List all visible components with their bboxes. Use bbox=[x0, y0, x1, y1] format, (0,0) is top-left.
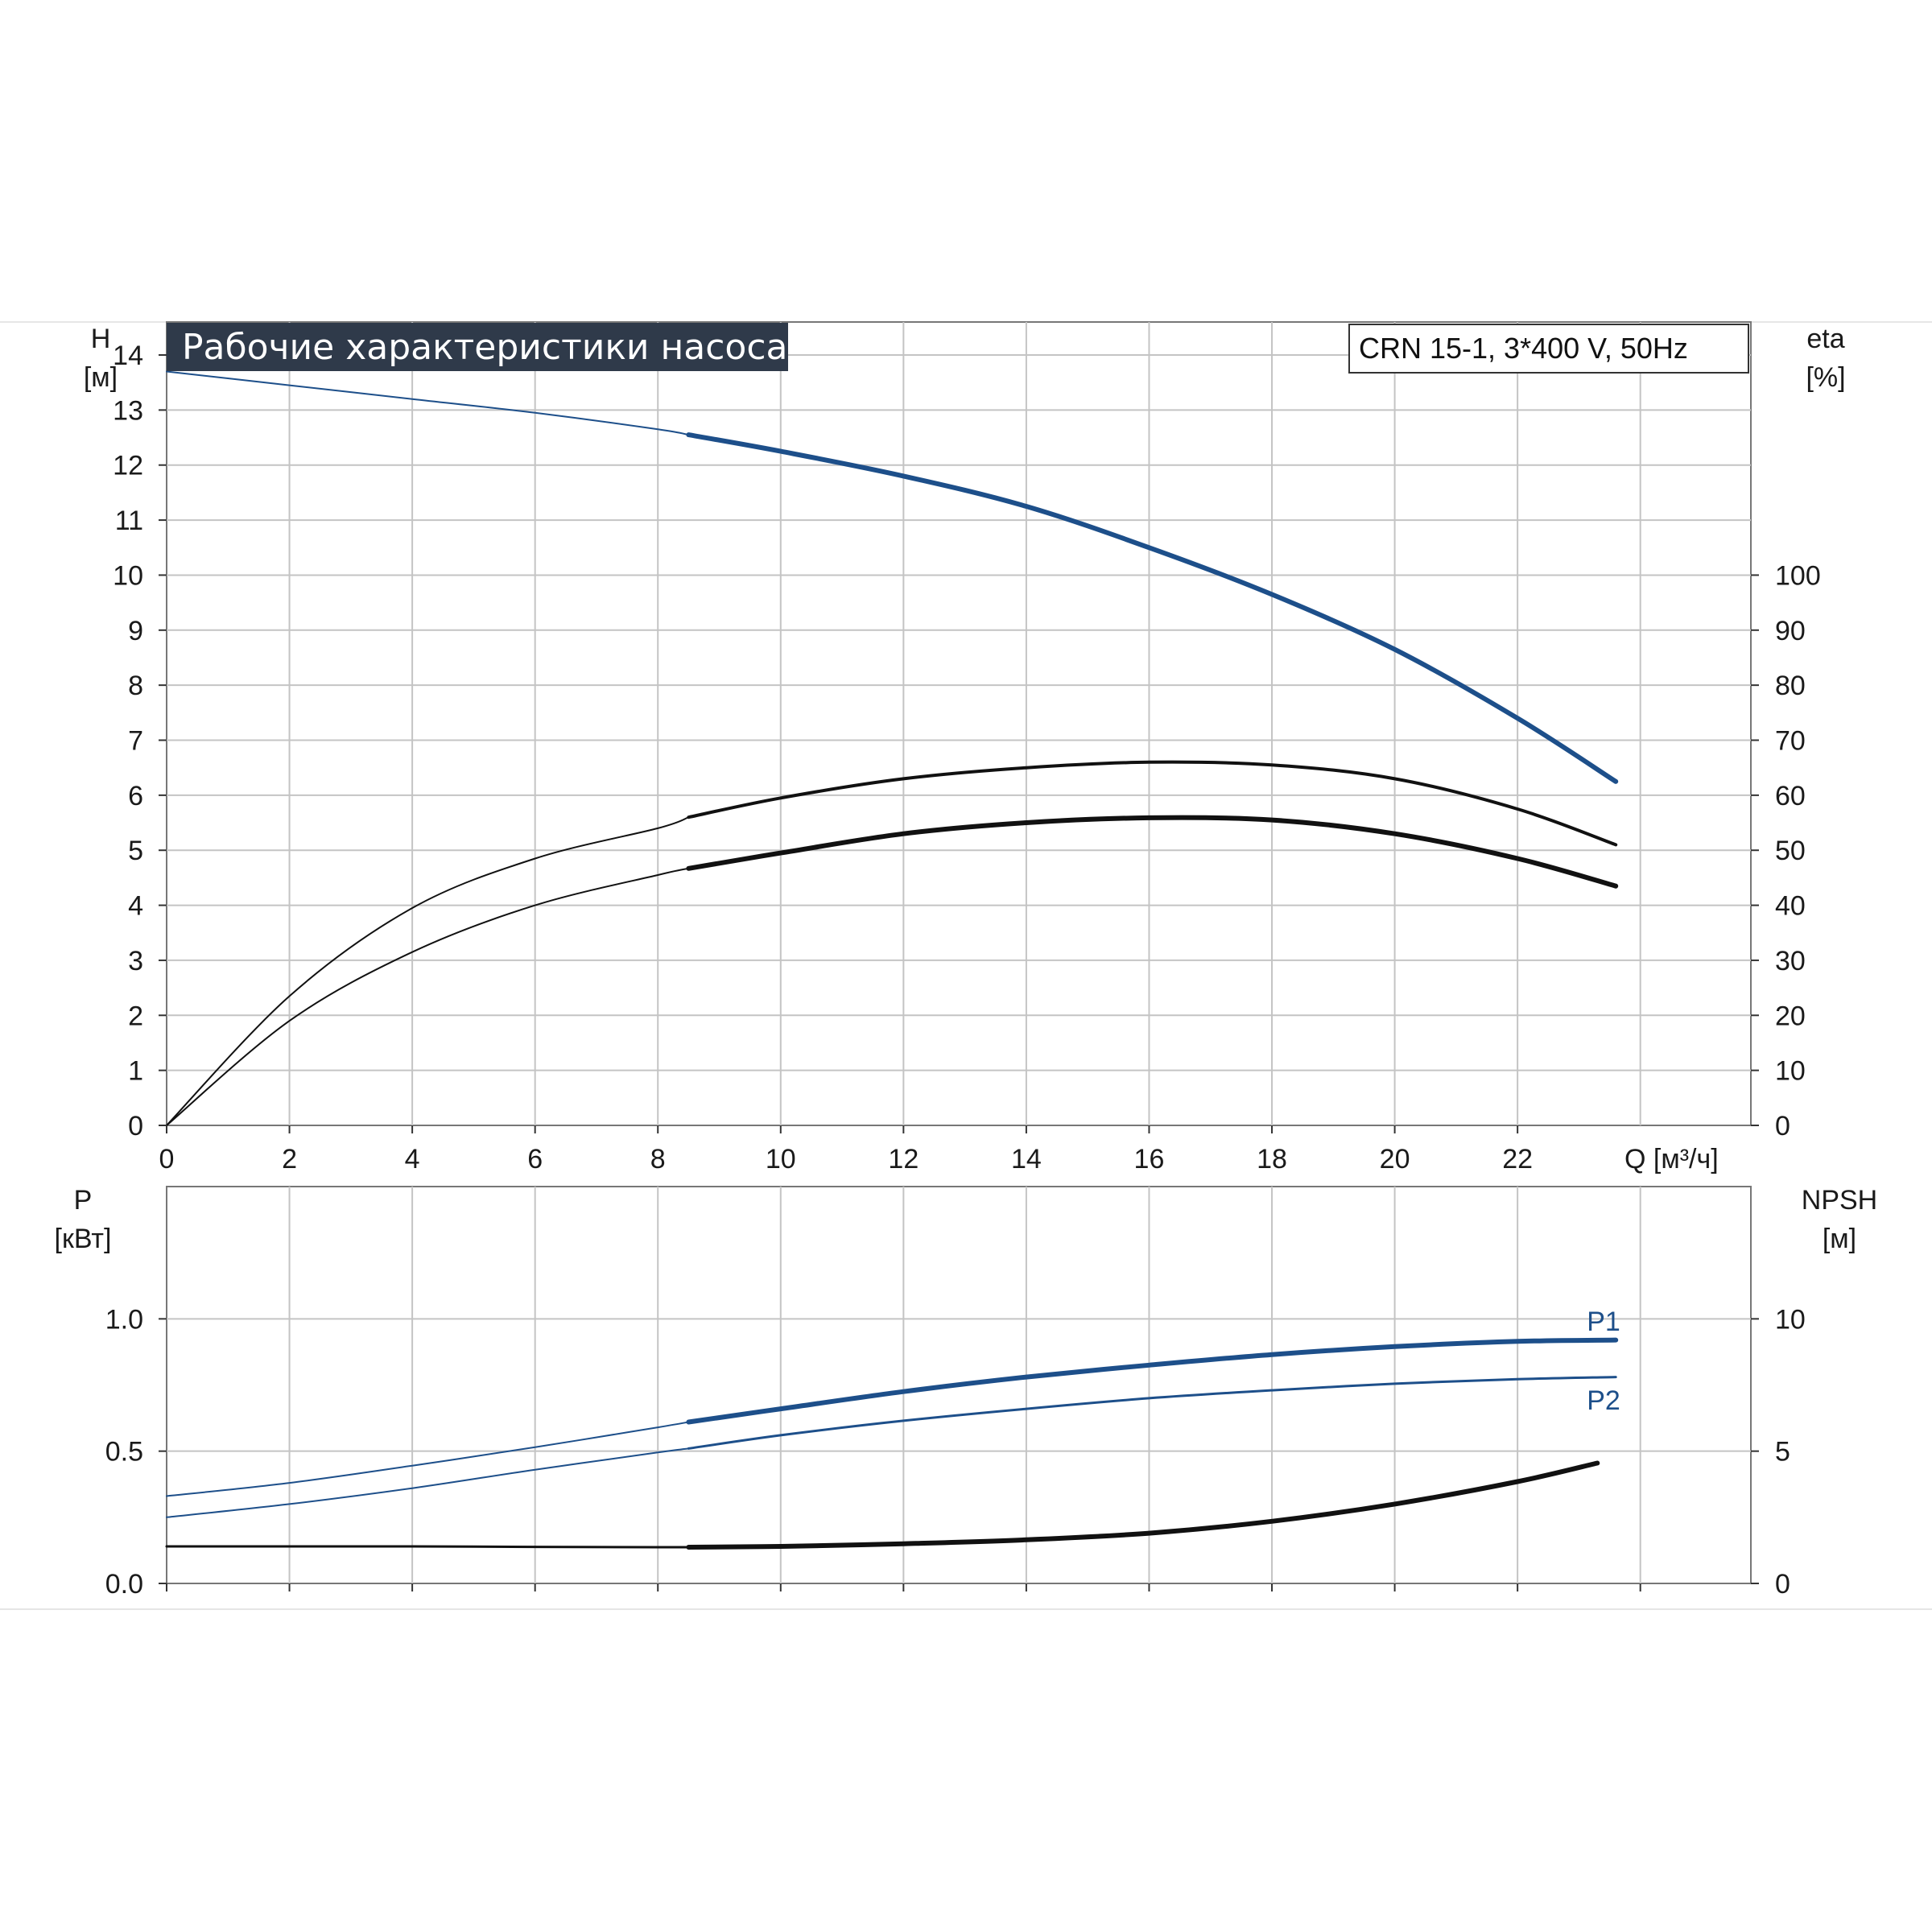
eta-axis-ticks: 0 10 20 30 40 50 60 70 80 90 100 bbox=[1751, 560, 1821, 1141]
top-curves bbox=[166, 370, 1619, 1126]
head-tick-label: 8 bbox=[128, 671, 143, 701]
flow-tick-label: 18 bbox=[1257, 1144, 1287, 1174]
head-tick-label: 1 bbox=[128, 1056, 143, 1087]
top-grid bbox=[167, 322, 1751, 1125]
head-tick-label: 5 bbox=[128, 836, 143, 866]
eta-axis-unit: [%] bbox=[1806, 362, 1845, 393]
flow-tick-label: 2 bbox=[282, 1144, 297, 1174]
p2-curve-label: P2 bbox=[1587, 1385, 1620, 1416]
p1-curve-low-flow bbox=[166, 1421, 690, 1497]
flow-tick-label: 12 bbox=[888, 1144, 919, 1174]
eta-tick-label: 30 bbox=[1775, 946, 1806, 976]
eta-tick-label: 50 bbox=[1775, 836, 1806, 866]
npsh-axis-symbol: NPSH bbox=[1802, 1185, 1877, 1216]
flow-axis-label: Q [м³/ч] bbox=[1624, 1144, 1719, 1174]
p1-curve-label: P1 bbox=[1587, 1307, 1620, 1337]
eta-total-curve bbox=[686, 815, 1619, 889]
eta-tick-label: 100 bbox=[1775, 560, 1821, 591]
npsh-tick-label: 10 bbox=[1775, 1304, 1806, 1335]
flow-tick-label: 8 bbox=[650, 1144, 666, 1174]
flow-tick-label: 20 bbox=[1380, 1144, 1410, 1174]
npsh-axis-unit: [м] bbox=[1823, 1224, 1856, 1254]
head-axis-unit: [м] bbox=[84, 362, 118, 393]
eta-tick-label: 10 bbox=[1775, 1056, 1806, 1087]
power-axis-symbol: P bbox=[74, 1185, 93, 1216]
model-box bbox=[1348, 324, 1749, 374]
p2-curve-low-flow bbox=[166, 1447, 690, 1518]
p1-curve bbox=[686, 1337, 1619, 1425]
head-tick-label: 7 bbox=[128, 726, 143, 757]
head-tick-label: 2 bbox=[128, 1001, 143, 1031]
eta-tick-label: 80 bbox=[1775, 671, 1806, 701]
head-curve-low-flow bbox=[166, 370, 690, 436]
eta-tick-label: 90 bbox=[1775, 616, 1806, 646]
flow-axis-ticks: 0 2 4 6 8 10 12 14 16 18 20 22 bbox=[159, 1125, 1533, 1174]
eta-tick-label: 20 bbox=[1775, 1001, 1806, 1031]
head-tick-label: 10 bbox=[113, 560, 143, 591]
power-axis-unit: [кВт] bbox=[55, 1224, 112, 1254]
eta-total-curve-low-flow bbox=[166, 867, 690, 1126]
eta-pump-curve bbox=[687, 760, 1618, 847]
chart-title: Рабочие характеристики насоса bbox=[182, 327, 787, 368]
head-tick-label: 9 bbox=[128, 616, 143, 646]
bottom-plot-frame bbox=[166, 1186, 1752, 1584]
head-tick-label: 4 bbox=[128, 891, 143, 922]
power-axis-ticks: 0.0 0.5 1.0 bbox=[105, 1304, 167, 1600]
flow-tick-label: 6 bbox=[527, 1144, 543, 1174]
head-tick-label: 3 bbox=[128, 946, 143, 976]
npsh-tick-label: 0 bbox=[1775, 1569, 1790, 1600]
bottom-separator bbox=[0, 1608, 1932, 1610]
power-npsh-chart: 0.0 0.5 1.0 0 5 10 P [кВт] NPSH [м] P1 P2 bbox=[55, 1185, 1878, 1600]
bottom-curves bbox=[165, 1337, 1619, 1550]
flow-tick-label: 14 bbox=[1011, 1144, 1042, 1174]
head-curve bbox=[686, 432, 1619, 784]
head-axis-symbol: H bbox=[91, 324, 111, 354]
flow-tick-label: 22 bbox=[1502, 1144, 1533, 1174]
flow-tick-label: 4 bbox=[405, 1144, 420, 1174]
head-tick-label: 13 bbox=[113, 395, 143, 426]
npsh-tick-label: 5 bbox=[1775, 1437, 1790, 1468]
head-tick-label: 0 bbox=[128, 1111, 143, 1141]
power-tick-label: 0.5 bbox=[105, 1437, 143, 1468]
flow-tick-label: 10 bbox=[766, 1144, 796, 1174]
eta-axis-symbol: eta bbox=[1806, 324, 1844, 354]
bottom-grid bbox=[166, 1187, 1751, 1591]
flow-tick-label: 0 bbox=[159, 1144, 175, 1174]
p2-curve bbox=[687, 1376, 1617, 1450]
eta-tick-label: 70 bbox=[1775, 726, 1806, 757]
chart-title-banner bbox=[167, 323, 788, 371]
head-tick-label: 6 bbox=[128, 781, 143, 811]
eta-tick-label: 60 bbox=[1775, 781, 1806, 811]
head-tick-label: 11 bbox=[115, 506, 143, 536]
top-plot-frame bbox=[166, 321, 1752, 1126]
npsh-curve bbox=[686, 1460, 1600, 1550]
eta-tick-label: 0 bbox=[1775, 1111, 1790, 1141]
eta-tick-label: 40 bbox=[1775, 891, 1806, 922]
npsh-axis-ticks: 0 5 10 bbox=[1751, 1304, 1806, 1600]
eta-pump-curve-low-flow bbox=[166, 816, 690, 1126]
head-tick-label: 14 bbox=[113, 341, 143, 371]
power-tick-label: 1.0 bbox=[105, 1304, 143, 1335]
npsh-curve-low-flow bbox=[165, 1545, 690, 1549]
power-tick-label: 0.0 bbox=[105, 1569, 143, 1600]
flow-tick-label: 16 bbox=[1134, 1144, 1165, 1174]
head-tick-label: 12 bbox=[113, 451, 143, 481]
model-label: CRN 15-1, 3*400 V, 50Hz bbox=[1359, 332, 1688, 365]
